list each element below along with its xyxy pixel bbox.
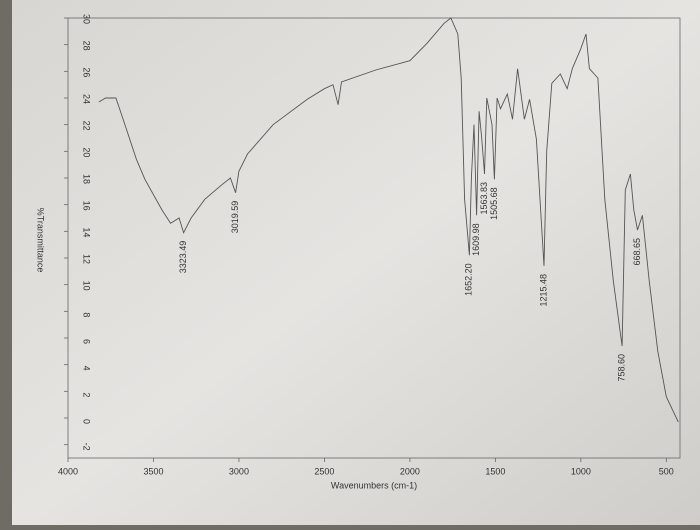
x-tick-label: 3000 (229, 466, 249, 476)
y-tick-label: 8 (82, 312, 92, 317)
y-tick-label: 2 (82, 392, 92, 397)
y-tick-label: 16 (82, 201, 92, 211)
x-tick-label: 1000 (571, 466, 591, 476)
plot-frame (67, 17, 681, 459)
peak-label: 3019.59 (230, 201, 240, 234)
peak-label: 1505.68 (489, 187, 499, 220)
peak-label: 1609.98 (471, 223, 481, 256)
x-tick-label: 3500 (143, 466, 163, 476)
peak-label: 1215.48 (538, 274, 548, 307)
y-tick-label: 14 (82, 227, 92, 237)
y-tick-label: -2 (82, 443, 92, 451)
x-tick-label: 2500 (314, 466, 334, 476)
x-tick-label: 2000 (400, 466, 420, 476)
x-tick-label: 1500 (485, 466, 505, 476)
y-tick-label: 0 (82, 419, 92, 424)
peak-label: 3323.49 (178, 241, 188, 274)
y-tick-label: 22 (82, 121, 92, 131)
paper (12, 0, 700, 525)
peak-label: 758.60 (616, 354, 626, 382)
y-tick-label: 12 (82, 254, 92, 264)
y-tick-label: 20 (82, 147, 92, 157)
y-axis-label: %Transmittance (36, 208, 46, 273)
y-tick-label: 10 (82, 281, 92, 291)
y-tick-label: 26 (82, 67, 92, 77)
y-tick-label: 30 (82, 14, 92, 24)
y-tick-label: 6 (82, 339, 92, 344)
x-tick-label: 4000 (58, 466, 78, 476)
y-tick-label: 18 (82, 174, 92, 184)
peak-label: 1652.20 (464, 263, 474, 296)
spectrum-line (98, 17, 679, 423)
y-tick-label: 24 (82, 94, 92, 104)
y-tick-label: 4 (82, 366, 92, 371)
x-tick-label: 500 (659, 466, 674, 476)
y-tick-label: 28 (82, 41, 92, 51)
peak-label: 668.65 (632, 238, 642, 266)
peak-label: 1563.83 (479, 182, 489, 215)
x-axis-label: Wavenumbers (cm-1) (331, 480, 417, 490)
